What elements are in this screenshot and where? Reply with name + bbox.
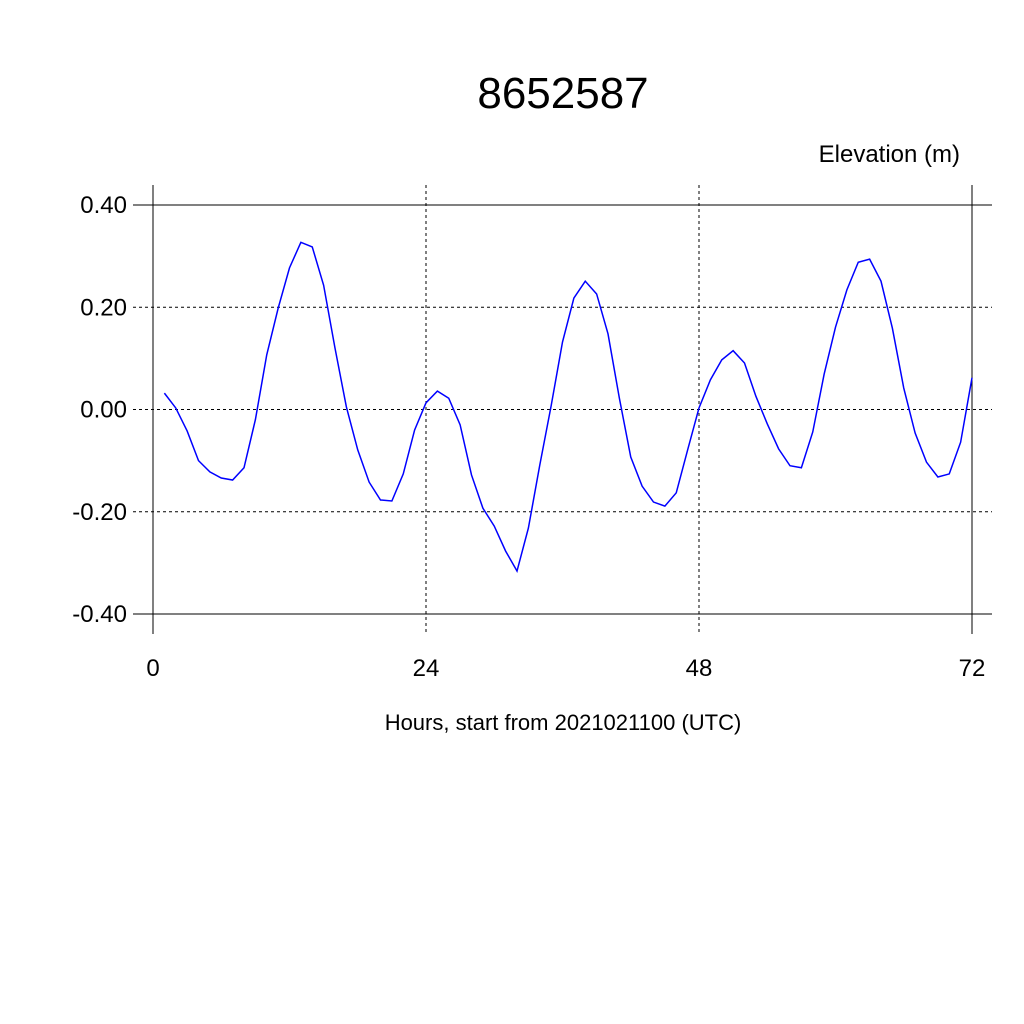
y-tick-label: 0.00 <box>80 397 127 424</box>
x-tick-label: 48 <box>686 655 713 682</box>
y-axis-label: Elevation (m) <box>819 141 960 168</box>
x-axis-label: Hours, start from 2021021100 (UTC) <box>385 710 742 735</box>
y-tick-label: 0.20 <box>80 294 127 321</box>
x-tick-label: 24 <box>413 655 440 682</box>
y-tick-label: -0.40 <box>72 601 127 628</box>
line-series <box>163 241 973 574</box>
y-tick-label: 0.40 <box>80 192 127 219</box>
x-tick-label: 0 <box>146 655 159 682</box>
x-tick-label: 72 <box>959 655 986 682</box>
chart-title: 8652587 <box>477 69 648 118</box>
y-tick-label: -0.20 <box>72 499 127 526</box>
